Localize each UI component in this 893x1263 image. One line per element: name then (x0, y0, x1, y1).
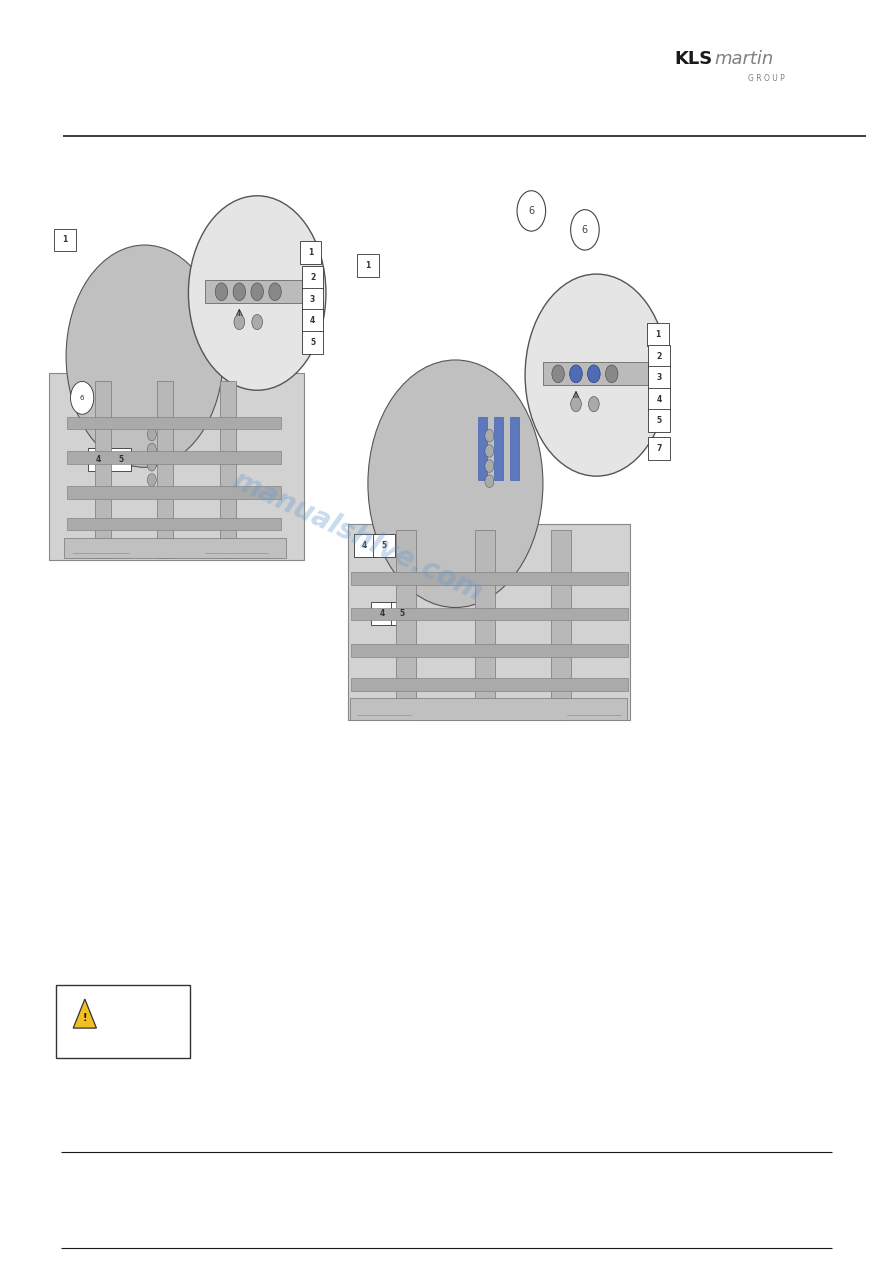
Circle shape (66, 245, 223, 467)
Circle shape (233, 283, 246, 301)
FancyBboxPatch shape (302, 288, 323, 311)
FancyBboxPatch shape (648, 345, 670, 368)
Circle shape (605, 365, 618, 383)
Circle shape (485, 475, 494, 488)
Text: 5: 5 (656, 416, 662, 426)
Text: martin: martin (714, 51, 773, 68)
Circle shape (570, 365, 582, 383)
Text: 5: 5 (118, 455, 123, 465)
Bar (67, 486, 281, 499)
Circle shape (588, 365, 600, 383)
Circle shape (251, 283, 263, 301)
Text: G R O U P: G R O U P (747, 73, 785, 83)
Circle shape (71, 381, 94, 414)
Bar (475, 530, 495, 717)
Text: !: ! (82, 1013, 88, 1023)
Bar (351, 644, 628, 657)
Circle shape (252, 314, 263, 330)
Circle shape (485, 460, 494, 472)
Text: 3: 3 (310, 294, 315, 304)
Circle shape (485, 445, 494, 457)
Text: 3: 3 (656, 373, 662, 383)
FancyBboxPatch shape (647, 323, 669, 346)
FancyBboxPatch shape (302, 266, 323, 289)
Text: 1: 1 (655, 330, 661, 340)
Text: 2: 2 (656, 351, 662, 361)
Text: manualshlve.com: manualshlve.com (228, 466, 487, 608)
Text: 6: 6 (529, 206, 534, 216)
Bar (67, 518, 281, 530)
Circle shape (147, 443, 156, 456)
FancyBboxPatch shape (357, 254, 379, 277)
Circle shape (588, 397, 599, 412)
Text: 6: 6 (79, 395, 85, 400)
FancyBboxPatch shape (302, 309, 323, 332)
Circle shape (570, 365, 582, 383)
Bar (551, 530, 571, 717)
Bar (67, 417, 281, 429)
Text: 4: 4 (380, 609, 385, 619)
Text: 5: 5 (310, 337, 315, 347)
Circle shape (571, 397, 581, 412)
Text: 1: 1 (308, 248, 313, 258)
FancyBboxPatch shape (88, 448, 109, 471)
Text: 4: 4 (310, 316, 315, 326)
Circle shape (188, 196, 326, 390)
Circle shape (269, 283, 281, 301)
FancyBboxPatch shape (54, 229, 76, 251)
Bar (478, 417, 487, 480)
FancyBboxPatch shape (300, 241, 321, 264)
Text: 1: 1 (365, 260, 371, 270)
FancyBboxPatch shape (648, 409, 670, 432)
Bar (67, 451, 281, 464)
Circle shape (485, 429, 494, 442)
FancyBboxPatch shape (373, 534, 395, 557)
Text: 6: 6 (582, 225, 588, 235)
Text: 1: 1 (63, 235, 68, 245)
Circle shape (552, 365, 564, 383)
Text: 4: 4 (656, 394, 662, 404)
Bar (157, 381, 173, 558)
Bar (510, 417, 519, 480)
Bar (64, 538, 286, 558)
Bar (494, 417, 503, 480)
Circle shape (234, 314, 245, 330)
Text: 5: 5 (399, 609, 405, 619)
Circle shape (147, 474, 156, 486)
Circle shape (588, 365, 600, 383)
Circle shape (525, 274, 668, 476)
Bar (543, 362, 648, 385)
Polygon shape (73, 999, 96, 1028)
Text: 2: 2 (310, 273, 315, 283)
Bar (205, 280, 308, 303)
FancyBboxPatch shape (302, 331, 323, 354)
Circle shape (215, 283, 228, 301)
Bar (348, 524, 630, 720)
FancyBboxPatch shape (648, 437, 670, 460)
Text: 7: 7 (656, 443, 662, 453)
Circle shape (368, 360, 543, 608)
Bar (351, 678, 628, 691)
Text: 5: 5 (381, 541, 387, 551)
FancyBboxPatch shape (354, 534, 375, 557)
Text: 4: 4 (362, 541, 367, 551)
Circle shape (147, 458, 156, 471)
Bar (95, 381, 111, 558)
FancyBboxPatch shape (648, 388, 670, 410)
Bar (396, 530, 416, 717)
Circle shape (147, 428, 156, 441)
FancyBboxPatch shape (648, 366, 670, 389)
Bar (49, 373, 304, 560)
FancyBboxPatch shape (56, 985, 190, 1058)
Bar (351, 572, 628, 585)
Bar (350, 698, 627, 720)
FancyBboxPatch shape (391, 602, 413, 625)
FancyBboxPatch shape (110, 448, 131, 471)
Bar (351, 608, 628, 620)
FancyBboxPatch shape (371, 602, 393, 625)
Text: KLS: KLS (674, 51, 713, 68)
Text: 4: 4 (96, 455, 101, 465)
Bar (220, 381, 236, 558)
